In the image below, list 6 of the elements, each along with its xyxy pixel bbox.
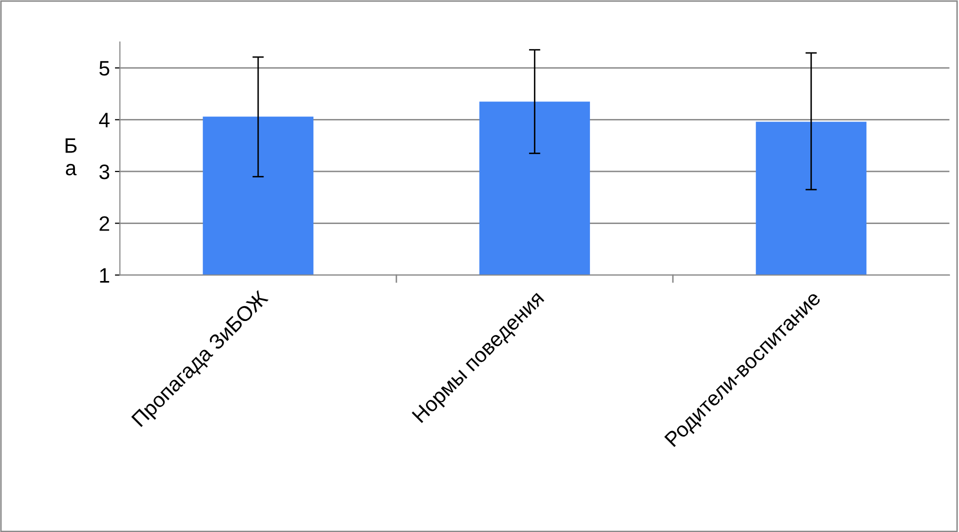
y-axis-title: Ба xyxy=(66,138,77,176)
y-tick-label: 5 xyxy=(99,61,110,76)
y-tick-label: 3 xyxy=(99,164,110,180)
y-tick-label: 4 xyxy=(99,112,110,128)
y-tick-label: 1 xyxy=(100,268,110,283)
y-tick-label: 2 xyxy=(100,216,110,231)
